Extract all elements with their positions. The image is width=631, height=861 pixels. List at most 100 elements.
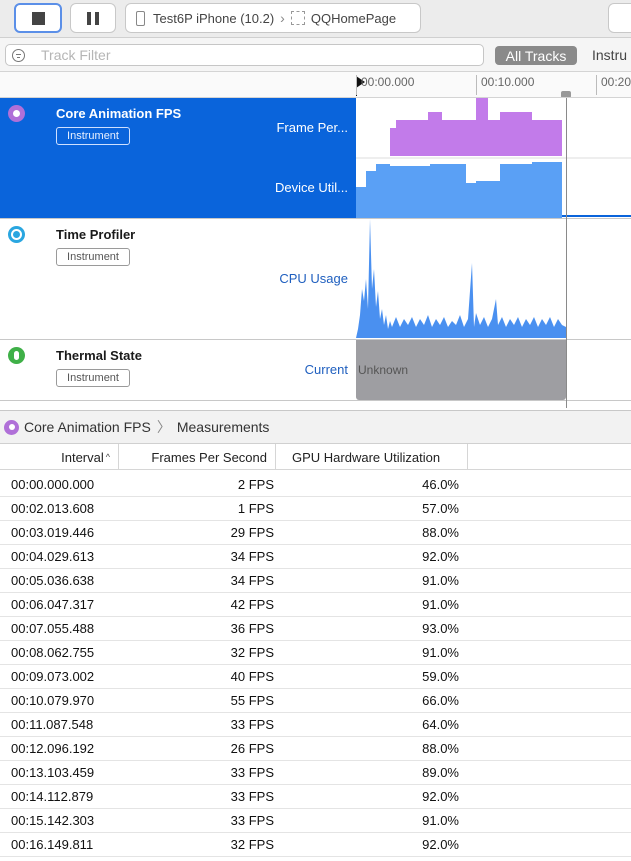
table-row[interactable]: 00:04.029.613 34 FPS 92.0% [0,545,631,569]
cell-fps: 32 FPS [230,837,274,852]
cell-gpu-utilization: 91.0% [422,645,459,660]
measurements-table: 00:00.000.000 2 FPS 46.0% 00:02.013.608 1 FP… [0,473,631,857]
cell-interval: 00:07.055.488 [11,621,95,636]
detail-current[interactable]: Current [304,362,348,377]
fps-graph [356,98,631,218]
cell-gpu-utilization: 66.0% [422,693,459,708]
table-row[interactable]: 00:12.096.192 26 FPS 88.0% [0,737,631,761]
table-row[interactable]: 00:05.036.638 34 FPS 91.0% [0,569,631,593]
cell-fps: 34 FPS [230,549,274,564]
table-row[interactable]: 00:11.087.548 33 FPS 64.0% [0,713,631,737]
cell-interval: 00:09.073.002 [11,669,95,684]
instrument-badge: Instrument [56,369,130,387]
pause-icon [87,11,99,25]
cell-gpu-utilization: 91.0% [422,813,459,828]
cell-fps: 33 FPS [230,813,274,828]
start-flag-icon[interactable] [356,76,365,88]
cell-fps: 33 FPS [230,789,274,804]
stop-icon [31,11,45,25]
cell-fps: 33 FPS [230,765,274,780]
core-animation-icon [8,105,25,122]
track-core-animation-fps[interactable]: Core Animation FPS Instrument Frame Per.… [0,98,631,219]
table-row[interactable]: 00:14.112.879 33 FPS 92.0% [0,785,631,809]
track-header[interactable]: Core Animation FPS Instrument Frame Per.… [0,98,356,218]
fps-graph-area[interactable] [356,98,631,218]
cell-fps: 34 FPS [230,573,274,588]
breadcrumb-view[interactable]: Measurements [176,419,270,435]
sort-ascending-icon: ^ [105,452,110,462]
chevron-right-icon: › [280,10,285,26]
cell-fps: 1 FPS [237,501,274,516]
cell-fps: 32 FPS [230,645,274,660]
column-header-gpu[interactable]: GPU Hardware Utilization [276,444,468,470]
ruler-tick-10: 00:10.000 [476,75,534,95]
app-icon [290,11,305,25]
detail-cpu-usage[interactable]: CPU Usage [279,271,348,286]
cell-gpu-utilization: 88.0% [422,525,459,540]
track-thermal-state[interactable]: Thermal State Instrument Current Unknown [0,340,631,401]
table-row[interactable]: 00:09.073.002 40 FPS 59.0% [0,665,631,689]
cell-interval: 00:14.112.879 [11,789,94,804]
all-tracks-button[interactable]: All Tracks [495,46,577,65]
target-selector[interactable]: Test6P iPhone (10.2) › QQHomePage [125,3,421,33]
instrument-badge: Instrument [56,127,130,145]
column-header-interval[interactable]: Interval ^ [0,444,119,470]
table-row[interactable]: 00:10.079.970 55 FPS 66.0% [0,689,631,713]
track-name: Core Animation FPS [56,106,182,121]
pause-button[interactable] [70,3,116,33]
stop-button[interactable] [14,3,62,33]
table-row[interactable]: 00:02.013.608 1 FPS 57.0% [0,497,631,521]
column-label: Frames Per Second [151,449,267,465]
table-row[interactable]: 00:13.103.459 33 FPS 89.0% [0,761,631,785]
cell-interval: 00:00.000.000 [11,477,95,492]
column-label: Interval [61,449,104,465]
cell-gpu-utilization: 57.0% [422,501,459,516]
track-name: Thermal State [56,348,142,363]
cell-fps: 42 FPS [230,597,274,612]
cell-gpu-utilization: 93.0% [422,621,459,636]
cell-interval: 00:10.079.970 [11,693,95,708]
table-row[interactable]: 00:07.055.488 36 FPS 93.0% [0,617,631,641]
chevron-right-icon: 〉 [156,419,171,435]
table-row[interactable]: 00:00.000.000 2 FPS 46.0% [0,473,631,497]
cell-gpu-utilization: 88.0% [422,741,459,756]
device-name: Test6P iPhone (10.2) [153,10,275,26]
playhead-line[interactable] [566,98,567,408]
table-row[interactable]: 00:03.019.446 29 FPS 88.0% [0,521,631,545]
track-header[interactable]: Thermal State Instrument Current [0,340,356,400]
track-filter-input[interactable]: Track Filter [5,44,484,66]
playhead-handle[interactable] [561,91,571,97]
table-row[interactable]: 00:08.062.755 32 FPS 91.0% [0,641,631,665]
cell-interval: 00:06.047.317 [11,597,95,612]
track-time-profiler[interactable]: Time Profiler Instrument CPU Usage [0,219,631,340]
toolbar-button-right[interactable] [608,3,631,33]
cell-fps: 29 FPS [230,525,274,540]
cell-interval: 00:13.103.459 [11,765,95,780]
cell-interval: 00:11.087.548 [11,717,94,732]
cell-gpu-utilization: 89.0% [422,765,459,780]
iphone-icon [136,10,145,26]
table-row[interactable]: 00:15.142.303 33 FPS 91.0% [0,809,631,833]
app-name: QQHomePage [310,10,397,26]
toolbar: Test6P iPhone (10.2) › QQHomePage [0,0,631,38]
instruments-scope-button[interactable]: Instru [592,47,628,63]
cell-gpu-utilization: 92.0% [422,549,459,564]
cell-interval: 00:03.019.446 [11,525,95,540]
timeline-ruler[interactable]: 00:00.000 00:10.000 00:20 [0,72,631,98]
track-header[interactable]: Time Profiler Instrument CPU Usage [0,219,356,339]
breadcrumb-instrument[interactable]: Core Animation FPS [24,419,151,435]
cell-interval: 00:02.013.608 [11,501,95,516]
cell-interval: 00:08.062.755 [11,645,95,660]
cell-gpu-utilization: 91.0% [422,573,459,588]
detail-device-utilization[interactable]: Device Util... [275,180,348,195]
instrument-badge: Instrument [56,248,130,266]
cell-gpu-utilization: 64.0% [422,717,459,732]
column-header-fps[interactable]: Frames Per Second [119,444,276,470]
cell-gpu-utilization: 92.0% [422,837,459,852]
table-row[interactable]: 00:06.047.317 42 FPS 91.0% [0,593,631,617]
cpu-graph-area[interactable] [356,219,631,339]
cell-gpu-utilization: 59.0% [422,669,459,684]
detail-frame-per-second[interactable]: Frame Per... [276,120,348,135]
cell-fps: 55 FPS [230,693,274,708]
table-row[interactable]: 00:16.149.811 32 FPS 92.0% [0,833,631,857]
